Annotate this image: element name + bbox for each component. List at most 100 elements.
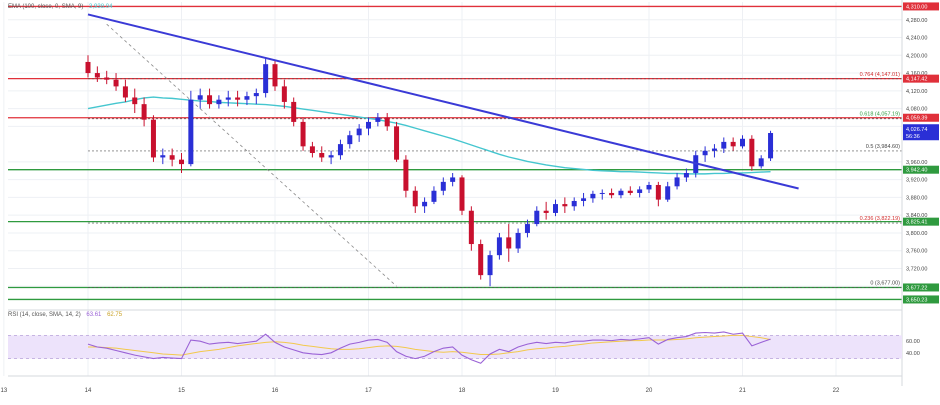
- level-tag: [903, 2, 939, 11]
- candle-body: [450, 177, 456, 182]
- level-tag-label: 4,147.42: [906, 77, 927, 83]
- candle-body: [758, 158, 764, 167]
- candle-body: [319, 153, 325, 158]
- fib-label: 0 (3,677.00): [870, 281, 900, 287]
- candle-body: [459, 177, 465, 211]
- candle-body: [730, 141, 736, 147]
- rsi-header-label: RSI (14, close, SMA, 14, 2): [8, 312, 81, 318]
- candle-body: [740, 138, 745, 147]
- candle-body: [702, 150, 708, 156]
- rsi-line: [87, 331, 771, 364]
- current-price-countdown: 56:36: [906, 134, 920, 140]
- grid: [3, 2, 902, 377]
- fib-label: 0.5 (3,984.60): [866, 144, 900, 150]
- rsi-tick-label: 40.00: [906, 351, 920, 357]
- candle-body: [496, 237, 502, 256]
- rsi-sma-line: [88, 334, 771, 356]
- level-tag: [903, 74, 939, 83]
- trendline[interactable]: [87, 13, 799, 190]
- candle-body: [216, 99, 222, 105]
- candle-body: [487, 255, 493, 276]
- candle-body: [618, 190, 624, 196]
- time-axis[interactable]: 13 14 15 16 17 18 19 20 21 22: [1, 388, 840, 394]
- ema-header-value: 3,938.04: [89, 4, 113, 10]
- level-tag: [903, 283, 939, 292]
- price-tick-label: 3,920.00: [906, 178, 927, 184]
- candle-body: [225, 97, 231, 100]
- candle-body: [244, 96, 250, 100]
- candle-body: [627, 190, 633, 193]
- candle-body: [347, 135, 353, 145]
- price-tick-label: 3,960.00: [906, 160, 927, 166]
- candle-body: [122, 86, 128, 98]
- fib-levels: 0.764 (4,147.01) 0.618 (4,057.19) 0.5 (3,9…: [88, 23, 902, 288]
- time-tick-label: 15: [178, 388, 185, 394]
- rsi-header-value: 63.61: [86, 312, 102, 318]
- candle-body: [375, 117, 381, 122]
- price-axis[interactable]: 3,680.003,720.003,760.003,800.003,840.00…: [901, 0, 940, 386]
- price-tick-label: 3,840.00: [906, 213, 927, 219]
- candle-body: [431, 190, 437, 202]
- candle-body: [412, 190, 418, 207]
- trendline-line: [87, 13, 799, 190]
- candle-body: [85, 61, 91, 74]
- rsi-tick-label: 60.00: [906, 339, 920, 345]
- price-tick-label: 4,080.00: [906, 107, 927, 113]
- ema-line: [87, 96, 771, 175]
- candle-body: [553, 204, 558, 213]
- price-tick-label: 3,880.00: [906, 195, 927, 201]
- level-tag: [903, 295, 939, 304]
- fib-diagonal: [106, 23, 397, 287]
- candle-body: [515, 232, 521, 249]
- candle-body: [524, 224, 530, 233]
- candle-body: [356, 128, 362, 136]
- candle-body: [571, 200, 577, 207]
- candle-body: [94, 73, 100, 78]
- time-tick-label: 17: [365, 388, 372, 394]
- candle-body: [150, 119, 156, 158]
- candle-body: [272, 64, 278, 87]
- candle-body: [599, 192, 605, 194]
- rsi-band: [8, 335, 902, 359]
- svg-text:RSI (14, close, SMA, 14, 2): RSI (14, close, SMA, 14, 2) 63.61 62.75: [8, 312, 123, 318]
- candle-body: [291, 101, 297, 122]
- candle-body: [309, 146, 315, 153]
- candle-body: [328, 155, 334, 158]
- candle-body: [366, 121, 371, 129]
- candlesticks: [85, 55, 774, 287]
- candle-body: [384, 117, 390, 127]
- price-tick-label: 4,160.00: [906, 71, 927, 77]
- price-tick-label: 3,720.00: [906, 266, 927, 272]
- price-axis-bg: [902, 0, 940, 386]
- horizontal-levels: [8, 5, 902, 301]
- price-tick-label: 4,120.00: [906, 89, 927, 95]
- candle-body: [235, 97, 241, 100]
- level-tag-label: 4,059.39: [906, 116, 927, 122]
- price-tick-label: 4,200.00: [906, 53, 927, 59]
- candle-body: [506, 237, 512, 249]
- time-tick-label: 13: [1, 388, 8, 394]
- candle-body: [468, 210, 474, 245]
- candle-body: [160, 155, 166, 158]
- level-tag: [903, 165, 939, 174]
- candle-body: [581, 198, 587, 201]
- candle-body: [113, 79, 119, 87]
- candle-body: [609, 192, 615, 196]
- candle-body: [207, 95, 213, 105]
- time-tick-label: 21: [739, 388, 746, 394]
- svg-text:EMA (100, close, 0, SMA, 9): EMA (100, close, 0, SMA, 9) 3,938.04: [8, 4, 113, 10]
- candle-body: [543, 210, 549, 213]
- rsi-pane: [8, 331, 902, 364]
- current-price-label: 4,026.74: [906, 127, 927, 133]
- candle-body: [590, 193, 596, 199]
- candle-body: [179, 159, 184, 165]
- level-tag: [903, 113, 939, 122]
- rsi-header-sma-value: 62.75: [107, 312, 123, 318]
- candle-body: [478, 244, 484, 276]
- candle-body: [646, 184, 652, 190]
- time-tick-label: 22: [833, 388, 840, 394]
- candle-body: [132, 97, 138, 105]
- fib-label: 0.764 (4,147.01): [860, 72, 901, 78]
